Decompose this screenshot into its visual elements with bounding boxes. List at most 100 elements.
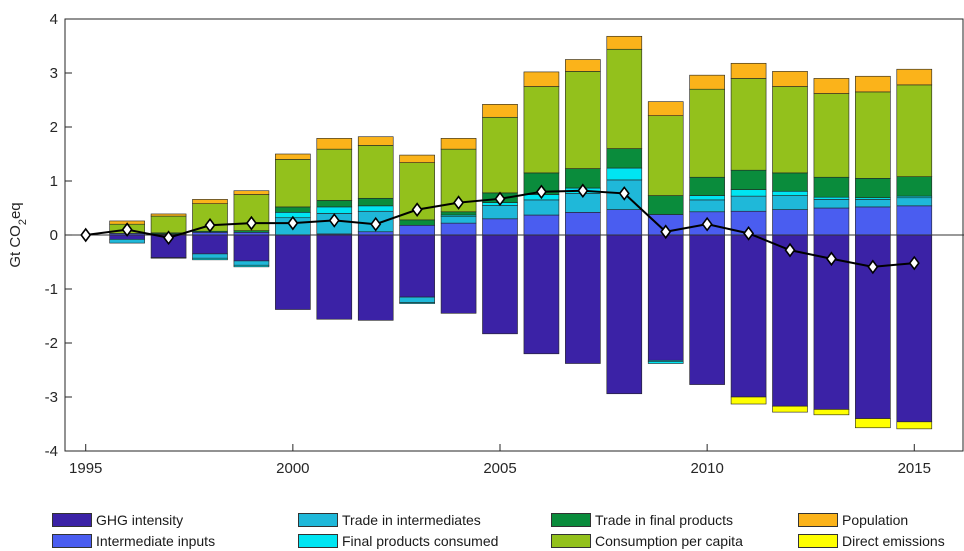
line-marker-2008: [618, 186, 630, 201]
bar-segment-consumption-per-capita-2011: [730, 78, 767, 171]
y-axis-label-main: Gt CO: [7, 225, 24, 268]
bar-segment-consumption-per-capita-2015: [896, 84, 933, 177]
line-marker-2005: [494, 191, 506, 207]
bar-segment-intermediate-inputs-2007: [565, 212, 601, 236]
y-tick-label: -3: [45, 389, 58, 406]
y-tick-label: 2: [50, 119, 58, 136]
bar-segment-population-1999: [233, 190, 270, 195]
bar-segment-population-2009: [647, 101, 684, 116]
bar-segment-intermediate-inputs-1997: [150, 257, 187, 259]
bar-segment-direct-emissions-2014: [855, 418, 891, 429]
bar-segment-direct-emissions-2011: [730, 396, 767, 405]
bar-segment-final-products-consumed-1998: [192, 257, 228, 261]
bar-segment-ghg-intensity-2004: [440, 234, 477, 314]
bar-segment-final-products-consumed-2003: [399, 302, 435, 304]
bar-segment-final-products-consumed-2012: [772, 190, 808, 196]
bar-segment-direct-emissions-2013: [813, 409, 850, 416]
bar-segment-ghg-intensity-1998: [192, 234, 228, 255]
bar-segment-consumption-per-capita-2006: [523, 86, 560, 174]
bar-segment-ghg-intensity-2002: [357, 234, 394, 321]
bar-segment-direct-emissions-2012: [772, 405, 808, 413]
bar-segment-final-products-consumed-2001: [316, 206, 353, 214]
bar-segment-ghg-intensity-2005: [482, 234, 518, 335]
bar-segment-ghg-intensity-2011: [730, 234, 767, 398]
y-tick-label: 3: [50, 65, 58, 82]
line-marker-2006: [535, 184, 547, 200]
bar-segment-trade-in-intermediates-2004: [440, 216, 477, 224]
bar-segment-consumption-per-capita-2001: [316, 148, 353, 201]
bar-segment-population-1997: [150, 213, 187, 217]
line-marker-2000: [287, 215, 299, 231]
bar-segment-population-2001: [316, 138, 353, 150]
bar-segment-consumption-per-capita-2007: [565, 71, 601, 169]
bar-segment-consumption-per-capita-2002: [357, 145, 394, 199]
line-marker-2010: [701, 216, 713, 232]
x-tick-label: 2000: [276, 460, 309, 477]
bar-segment-trade-in-intermediates-1998: [192, 253, 228, 259]
bar-segment-consumption-per-capita-2009: [647, 115, 684, 196]
ticks-layer: -4 -3 -2 -1 0 1 2 3 4 1995 2000 2005 2010 2015: [45, 11, 931, 477]
bar-segment-population-2010: [689, 74, 725, 90]
bar-segment-ghg-intensity-2003: [399, 234, 435, 298]
line-marker-1998: [204, 217, 216, 233]
bar-segment-trade-in-intermediates-1999: [233, 260, 270, 266]
bar-segment-trade-in-intermediates-2015: [896, 197, 933, 207]
bar-segment-ghg-intensity-2007: [565, 234, 601, 364]
bar-segment-trade-in-final-products-2012: [772, 172, 808, 192]
line-marker-2003: [411, 202, 423, 217]
bar-segment-consumption-per-capita-2013: [813, 93, 850, 178]
bar-segment-intermediate-inputs-2004: [440, 222, 477, 236]
bar-segment-direct-emissions-2015: [896, 421, 933, 430]
bar-segment-intermediate-inputs-2013: [813, 207, 850, 236]
line-marker-2002: [370, 216, 382, 232]
y-tick-label: 1: [50, 173, 58, 190]
bar-segment-trade-in-final-products-2001: [316, 200, 353, 208]
bar-segment-trade-in-intermediates-2003: [399, 296, 435, 303]
line-marker-2001: [328, 213, 340, 228]
bar-segment-ghg-intensity-2000: [275, 234, 311, 310]
y-tick-label: 4: [50, 11, 58, 28]
bar-segment-trade-in-final-products-2003: [399, 219, 435, 226]
bar-segment-consumption-per-capita-2010: [689, 88, 725, 178]
bar-segment-intermediate-inputs-2012: [772, 209, 808, 236]
bar-segment-intermediate-inputs-2008: [606, 209, 643, 236]
bar-segment-consumption-per-capita-2014: [855, 91, 891, 179]
bar-segment-population-2014: [855, 75, 891, 93]
line-marker-2011: [743, 226, 755, 241]
bar-segment-population-2006: [523, 71, 560, 87]
y-tick-label: -2: [45, 335, 58, 352]
bar-segment-ghg-intensity-2001: [316, 234, 353, 320]
bar-segment-trade-in-final-products-2009: [647, 195, 684, 215]
bar-segment-trade-in-intermediates-1996: [109, 239, 145, 244]
bar-segment-final-products-consumed-2013: [813, 196, 850, 200]
bar-segment-final-products-consumed-1999: [233, 264, 270, 268]
bar-segment-consumption-per-capita-2012: [772, 86, 808, 174]
line-marker-2007: [577, 183, 589, 199]
bar-segment-population-2002: [357, 136, 394, 146]
bar-segment-trade-in-intermediates-2013: [813, 199, 850, 209]
bar-segment-intermediate-inputs-2014: [855, 206, 891, 236]
bar-segment-intermediate-inputs-2003: [399, 224, 435, 236]
bar-segment-consumption-per-capita-2008: [606, 48, 643, 149]
bar-segment-population-2008: [606, 35, 643, 50]
y-axis-label: Gt CO2eq: [7, 202, 29, 267]
bar-segment-population-2012: [772, 71, 808, 87]
bar-segment-population-2015: [896, 68, 933, 86]
line-marker-2009: [660, 224, 672, 240]
y-tick-label: 0: [50, 227, 58, 244]
bar-segment-trade-in-intermediates-2011: [730, 195, 767, 212]
bar-segment-trade-in-intermediates-2005: [482, 205, 518, 220]
y-tick-label: -4: [45, 443, 58, 460]
bar-segment-consumption-per-capita-2000: [275, 159, 311, 208]
bar-segment-trade-in-final-products-2000: [275, 206, 311, 213]
bar-segment-ghg-intensity-2006: [523, 234, 560, 355]
bars-layer: [109, 35, 933, 430]
bar-segment-trade-in-final-products-2011: [730, 169, 767, 190]
bar-segment-ghg-intensity-2009: [647, 234, 684, 361]
bar-segment-trade-in-final-products-2008: [606, 148, 643, 169]
x-tick-label: 2005: [483, 460, 516, 477]
bar-segment-trade-in-intermediates-2010: [689, 199, 725, 213]
bar-segment-ghg-intensity-1999: [233, 234, 270, 262]
bar-segment-trade-in-final-products-2002: [357, 197, 394, 207]
bar-segment-final-products-consumed-2002: [357, 205, 394, 212]
